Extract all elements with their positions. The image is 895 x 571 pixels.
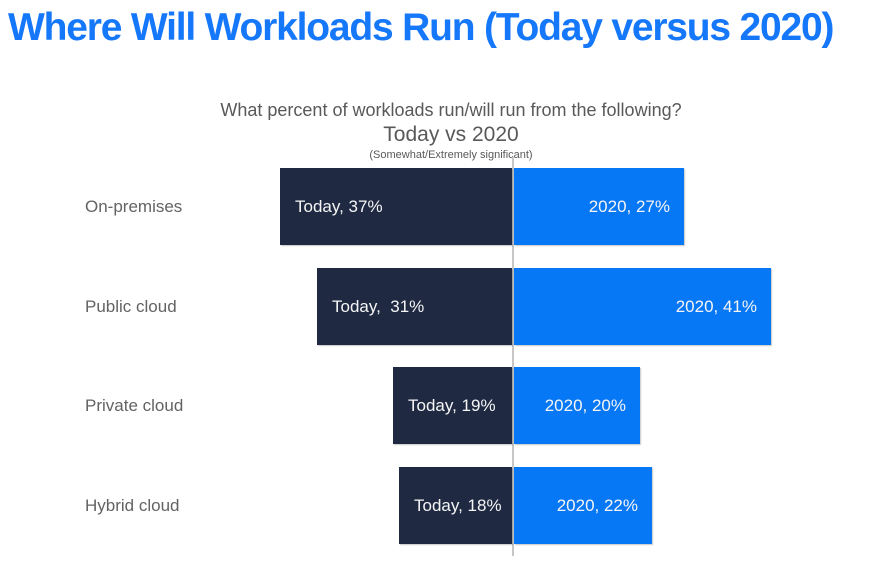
y2020-bar: 2020, 22% [514,467,652,544]
today-bar: Today, 31% [317,268,512,345]
row-private-cloud: Private cloud Today, 19% 2020, 20% [0,367,895,444]
row-public-cloud: Public cloud Today, 31% 2020, 41% [0,268,895,345]
chart-note: (Somewhat/Extremely significant) [369,149,533,161]
category-label: On-premises [85,196,183,216]
today-bar-label: Today, 37% [295,196,383,216]
today-bar: Today, 37% [280,168,512,245]
chart-header: What percent of workloads run/will run f… [98,99,804,162]
y2020-bar-label: 2020, 20% [544,395,626,415]
y2020-bar-label: 2020, 22% [556,495,638,515]
y2020-bar-label: 2020, 27% [588,196,670,216]
today-bar: Today, 19% [393,367,512,444]
row-hybrid-cloud: Hybrid cloud Today, 18% 2020, 22% [0,467,895,544]
chart-subtitle: Today vs 2020 [383,123,519,146]
y2020-bar: 2020, 27% [514,168,684,245]
today-bar-label: Today, 19% [408,395,496,415]
y2020-bar-label: 2020, 41% [675,296,757,316]
category-label: Public cloud [85,296,177,316]
today-bar: Today, 18% [399,467,512,544]
row-on-premises: On-premises Today, 37% 2020, 27% [0,168,895,245]
page-title: Where Will Workloads Run (Today versus 2… [8,6,834,49]
category-label: Hybrid cloud [85,495,180,515]
today-bar-label: Today, 31% [332,296,425,316]
today-bar-label: Today, 18% [414,495,502,515]
category-label: Private cloud [85,395,184,415]
center-axis-line [512,157,514,556]
y2020-bar: 2020, 41% [514,268,771,345]
y2020-bar: 2020, 20% [514,367,640,444]
chart-title: What percent of workloads run/will run f… [220,100,682,120]
